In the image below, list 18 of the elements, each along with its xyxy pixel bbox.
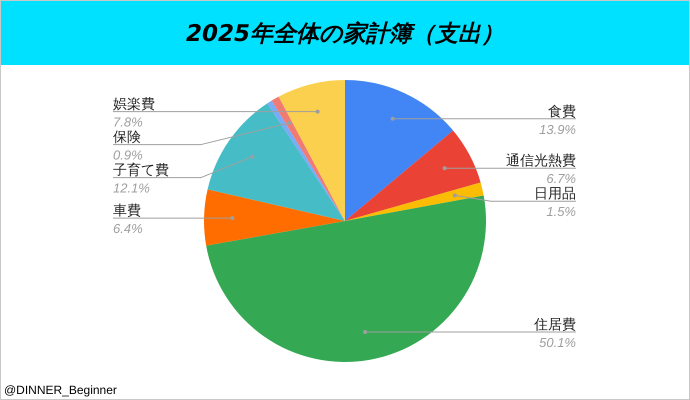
data-label: 6.4% [113, 221, 143, 236]
slice-label: 車費 [113, 203, 141, 220]
data-label: 6.7% [546, 171, 576, 186]
slice-label: 日用品 [534, 186, 576, 202]
slice-label: 通信光熱費 [506, 153, 576, 170]
slice-label: 娯楽費 [113, 96, 155, 113]
text: @DINNER_Beginner [4, 383, 117, 397]
data-label: 13.9% [539, 122, 576, 137]
data-label: 50.1% [539, 334, 576, 350]
data-label: 0.9% [113, 148, 143, 163]
chart-title: 2025年全体の家計簿（支出） [1, 1, 689, 65]
data-label: 7.8% [113, 114, 143, 130]
slice-label: 住居費 [533, 316, 576, 333]
data-label: 1.5% [546, 204, 576, 220]
slice-label: 保険 [113, 130, 141, 146]
slice-label: 食費 [548, 104, 576, 120]
data-label: 12.1% [113, 180, 150, 196]
slice-label: 子育て費 [113, 162, 169, 179]
